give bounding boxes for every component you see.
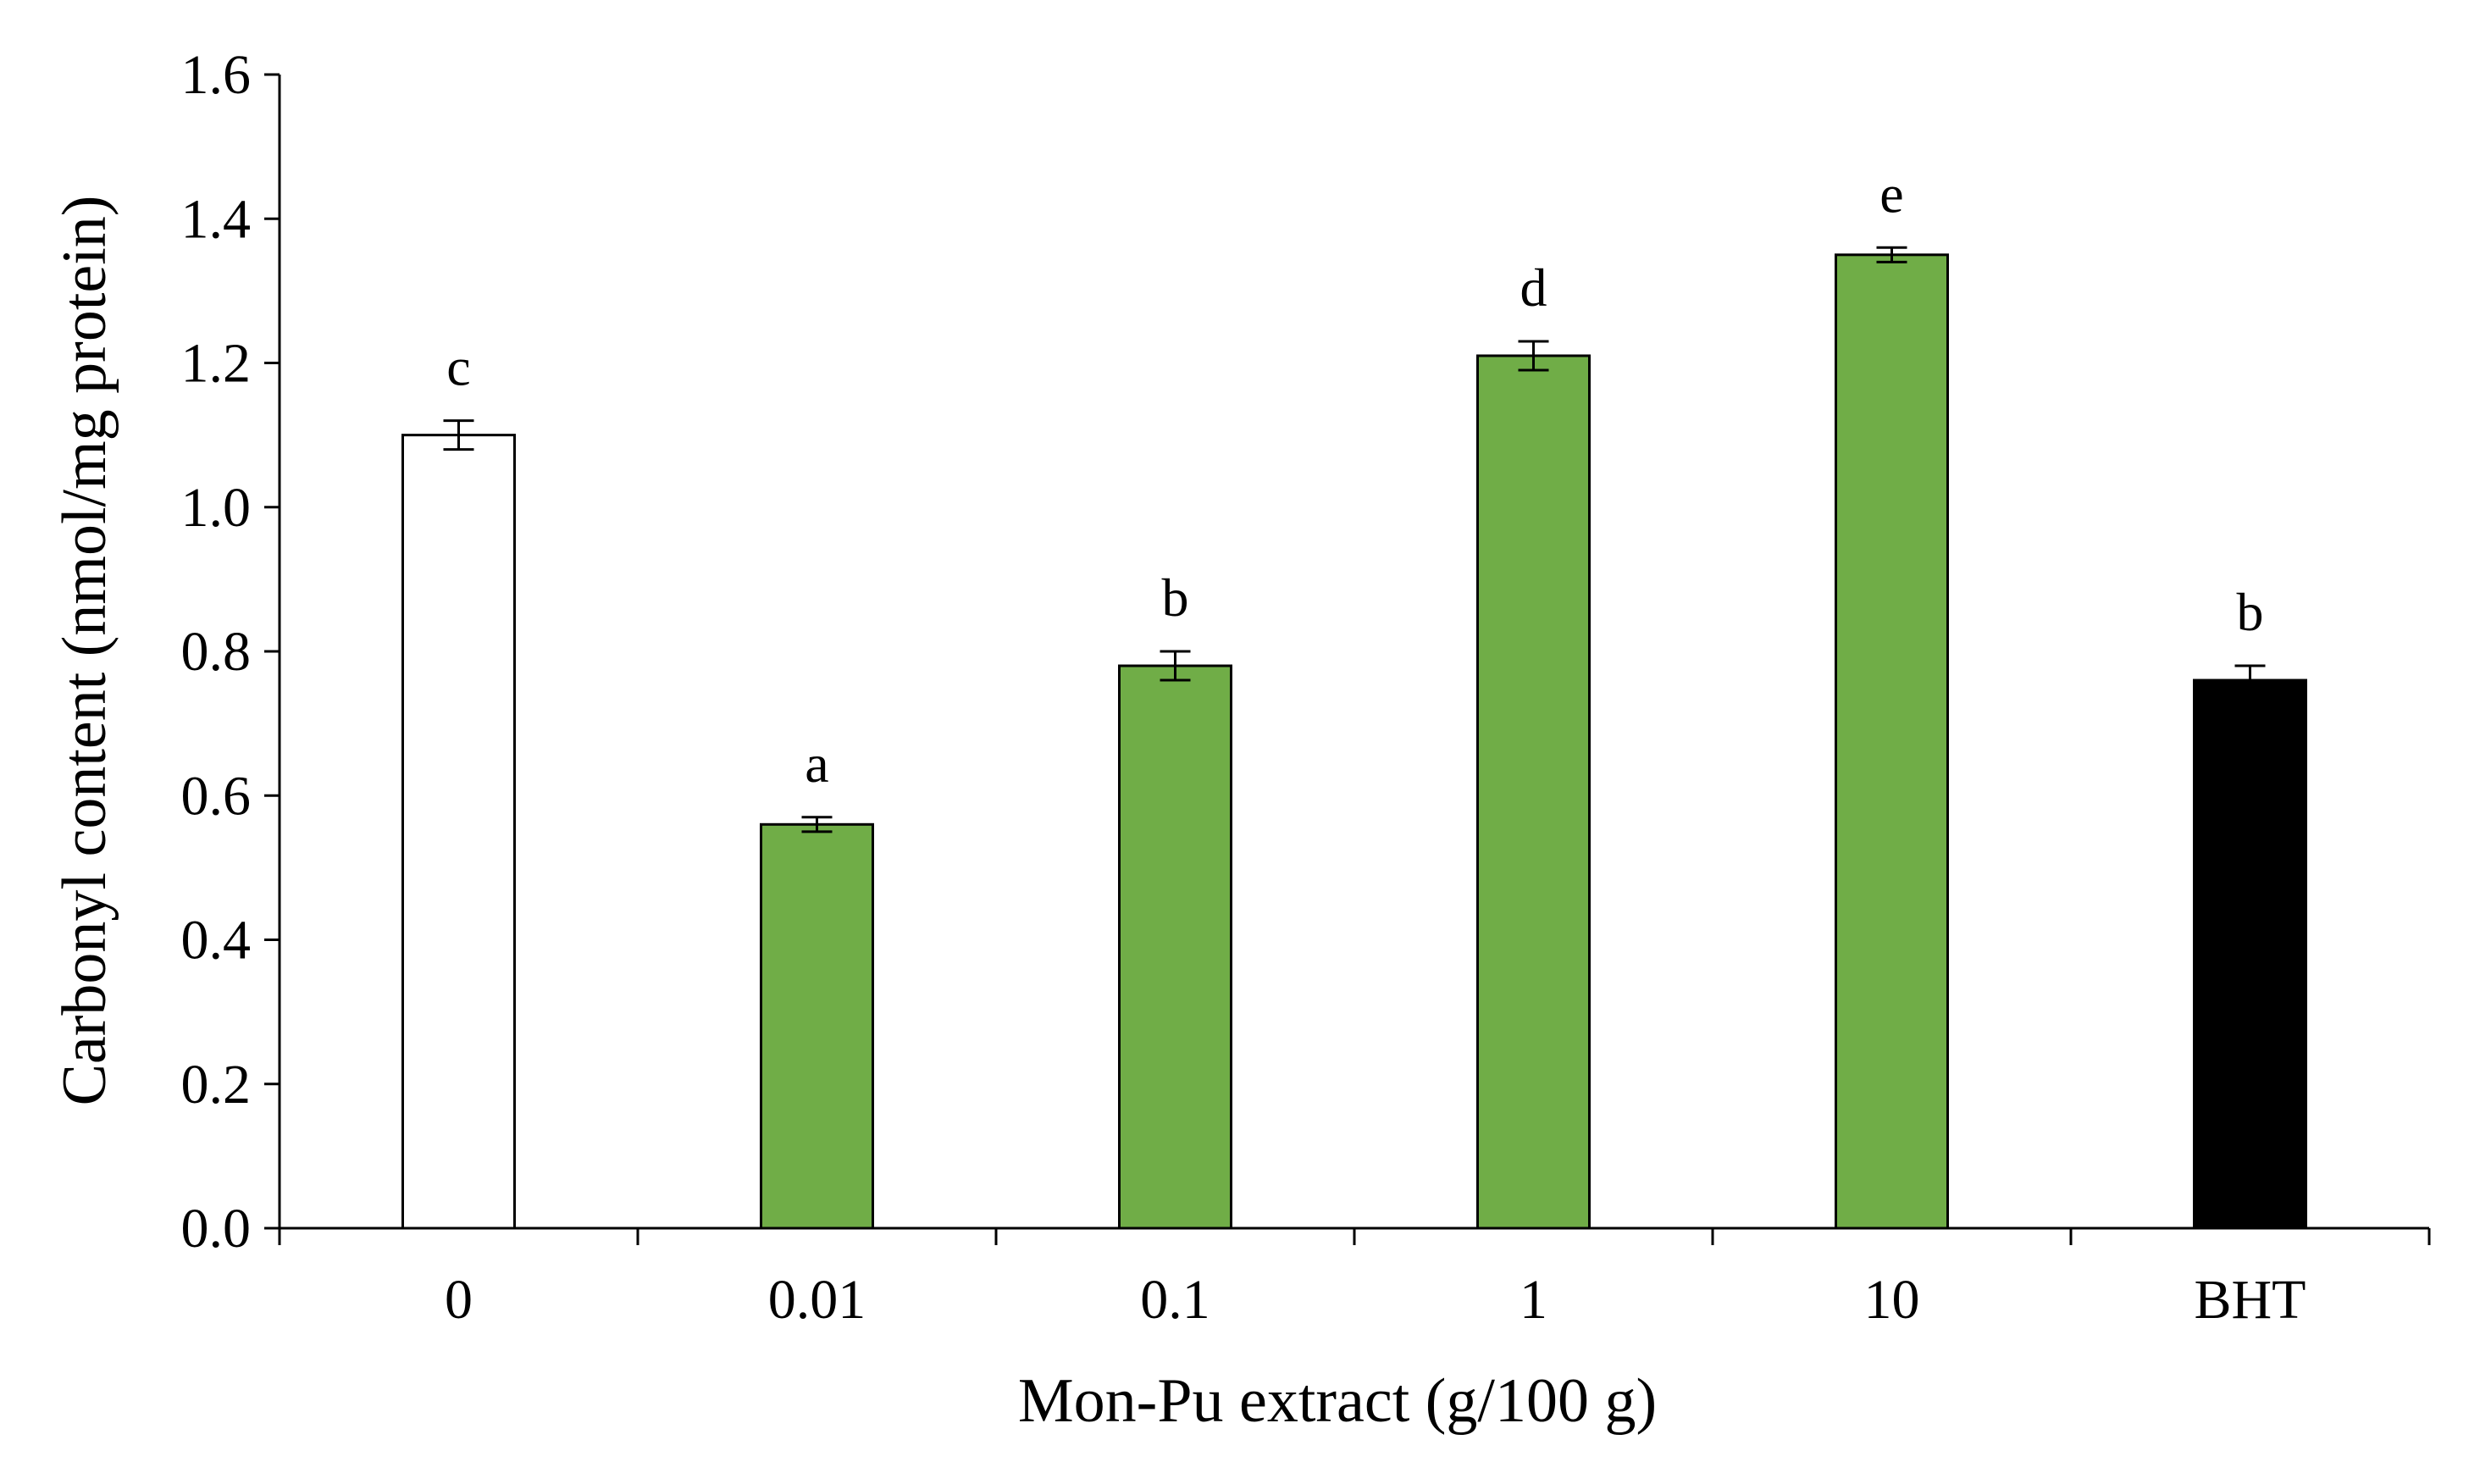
significance-letter: c [446, 337, 470, 397]
error-bar [443, 419, 474, 451]
y-tick-label: 1.4 [181, 188, 252, 250]
y-tick-label: 1.0 [181, 477, 252, 539]
bars-group [401, 253, 2307, 1230]
x-axis-title: Mon-Pu extract (g/100 g) [1018, 1366, 1657, 1436]
x-ticks-group: 0 0.01 0.1 1 10 BHT [278, 1228, 2431, 1331]
x-category-label: 1 [1520, 1269, 1547, 1331]
error-bars-group [443, 246, 2266, 833]
error-bar [1518, 340, 1549, 372]
significance-letter: b [1162, 568, 1189, 628]
bar-0 [401, 434, 516, 1230]
x-category-label: 10 [1864, 1269, 1920, 1331]
y-tick-label: 0.8 [181, 621, 252, 683]
bar-0-01 [760, 822, 874, 1230]
y-tick-label: 1.6 [181, 44, 252, 106]
y-tick-label: 0.4 [181, 910, 252, 972]
x-category-label: BHT [2195, 1269, 2306, 1331]
x-category-label: 0.01 [768, 1269, 866, 1331]
y-ticks-group: 0.0 0.2 0.4 0.6 0.8 1.0 1.2 1.4 1.6 [181, 44, 280, 1260]
bar-1 [1476, 354, 1591, 1230]
bar-bht [2193, 678, 2307, 1230]
y-tick-label: 0.6 [181, 765, 252, 827]
error-bar [1160, 650, 1191, 682]
error-bar [2234, 664, 2266, 696]
y-tick-label: 0.0 [181, 1198, 252, 1260]
significance-letters-group: c a b d e b [446, 163, 2263, 793]
bar-10 [1835, 253, 1949, 1230]
y-tick-label: 1.2 [181, 333, 252, 395]
x-category-label: 0.1 [1140, 1269, 1210, 1331]
significance-letter: e [1879, 163, 1903, 224]
significance-letter: d [1520, 257, 1547, 318]
x-category-label: 0 [445, 1269, 473, 1331]
significance-letter: b [2237, 582, 2264, 642]
error-bar [1876, 246, 1907, 263]
axes-group [278, 75, 2429, 1230]
y-axis-title: Carbonyl content (nmol/mg protein) [50, 196, 119, 1106]
y-tick-label: 0.2 [181, 1054, 252, 1116]
significance-letter: a [805, 734, 828, 794]
bar-0-1 [1118, 664, 1232, 1230]
error-bar [801, 816, 833, 833]
